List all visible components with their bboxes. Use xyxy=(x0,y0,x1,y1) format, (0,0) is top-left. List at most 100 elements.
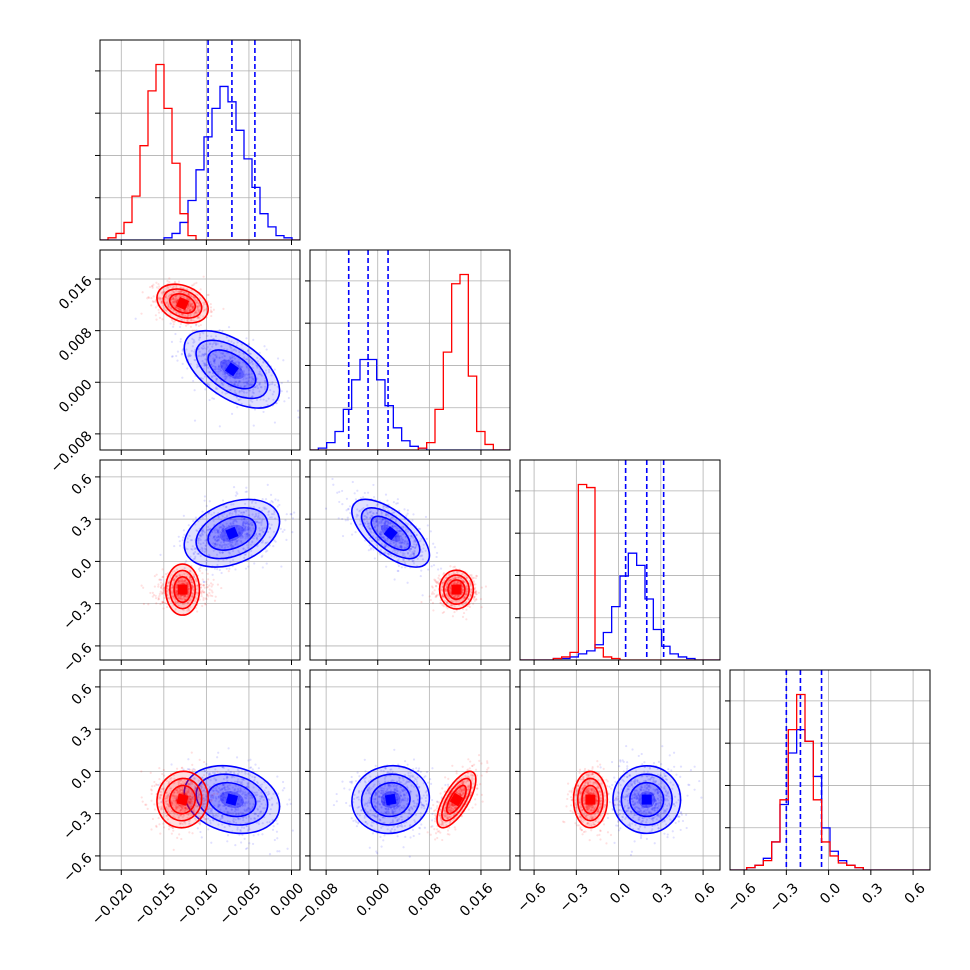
sample-point xyxy=(203,308,207,312)
sample-point xyxy=(211,530,214,534)
sample-point xyxy=(189,539,192,542)
sample-point xyxy=(171,586,174,590)
sample-point xyxy=(242,511,246,514)
sample-point xyxy=(209,773,212,777)
sample-point xyxy=(228,788,231,791)
sample-point xyxy=(219,541,223,544)
sample-point xyxy=(218,551,222,555)
sample-point xyxy=(183,602,186,605)
sample-point xyxy=(412,513,415,516)
sample-point xyxy=(175,300,178,303)
sample-point xyxy=(172,285,175,289)
sample-point xyxy=(475,598,478,601)
sample-point xyxy=(409,549,412,552)
sample-point xyxy=(240,770,243,773)
panel-content xyxy=(100,670,300,870)
sample-point xyxy=(271,381,274,384)
sample-point xyxy=(164,295,167,299)
sample-point xyxy=(453,575,457,578)
sample-point xyxy=(251,378,255,381)
sample-point xyxy=(228,513,231,516)
sample-point xyxy=(179,580,183,583)
sample-point xyxy=(404,566,407,569)
sample-point xyxy=(201,549,204,552)
sample-point xyxy=(181,579,184,582)
sample-point xyxy=(210,513,213,516)
sample-point xyxy=(190,305,193,308)
sample-point xyxy=(420,600,423,604)
sample-point xyxy=(175,585,178,588)
sample-point xyxy=(203,375,206,378)
sample-point xyxy=(179,286,182,289)
sample-point xyxy=(395,543,398,546)
sample-point xyxy=(216,530,219,533)
sample-point xyxy=(209,798,213,801)
sample-point xyxy=(251,499,254,503)
sample-point xyxy=(231,775,234,778)
sample-point xyxy=(204,539,207,542)
sample-point xyxy=(228,552,232,555)
sample-point xyxy=(247,369,251,372)
sample-point xyxy=(435,551,439,555)
sample-point xyxy=(192,306,195,310)
sample-point xyxy=(178,540,181,543)
sample-point xyxy=(237,794,241,798)
sample-point xyxy=(215,354,218,357)
sample-point xyxy=(259,810,262,813)
sample-point xyxy=(182,310,185,313)
sample-point xyxy=(177,290,180,293)
sample-point xyxy=(161,587,164,591)
sample-point xyxy=(255,536,258,539)
sample-point xyxy=(234,541,237,544)
sample-point xyxy=(237,803,241,806)
sample-point xyxy=(375,518,379,522)
sample-point xyxy=(377,524,380,527)
sample-point xyxy=(232,522,235,525)
sample-point xyxy=(172,595,175,598)
sample-point xyxy=(403,546,406,549)
sample-point xyxy=(166,286,170,289)
sample-point xyxy=(410,547,413,550)
sample-point xyxy=(235,380,238,383)
sample-point xyxy=(179,291,182,294)
sample-point xyxy=(392,511,395,514)
sample-point xyxy=(171,583,174,586)
sample-point xyxy=(200,546,203,549)
sample-point xyxy=(234,791,237,794)
sample-point xyxy=(201,782,204,786)
sample-point xyxy=(180,837,183,841)
sample-point xyxy=(171,308,174,311)
contour-line xyxy=(183,498,281,568)
sample-point xyxy=(432,592,436,595)
sample-point xyxy=(252,537,255,540)
sample-point xyxy=(167,303,170,306)
sample-point xyxy=(186,315,190,318)
sample-point xyxy=(171,590,174,594)
sample-point xyxy=(225,544,228,547)
sample-point xyxy=(281,780,285,784)
sample-point xyxy=(399,544,402,547)
sample-point xyxy=(461,586,464,589)
sample-point xyxy=(168,280,171,284)
sample-point xyxy=(262,360,265,363)
sample-point xyxy=(230,546,233,549)
sample-point xyxy=(217,803,220,806)
sample-point xyxy=(174,298,178,301)
panel-content xyxy=(310,250,510,450)
sample-point xyxy=(159,832,162,835)
sample-point xyxy=(369,547,373,550)
sample-point xyxy=(175,300,179,303)
panel-frame xyxy=(519,459,721,661)
sample-point xyxy=(396,540,399,543)
sample-point xyxy=(157,283,160,286)
sample-point xyxy=(237,361,240,365)
sample-point xyxy=(362,496,365,499)
sample-point xyxy=(385,527,388,530)
sample-point xyxy=(194,298,197,301)
sample-point xyxy=(236,780,239,783)
sample-point xyxy=(268,820,271,824)
sample-point xyxy=(185,595,188,598)
sample-point xyxy=(385,527,389,530)
sample-point xyxy=(194,310,197,313)
sample-point xyxy=(209,306,213,309)
